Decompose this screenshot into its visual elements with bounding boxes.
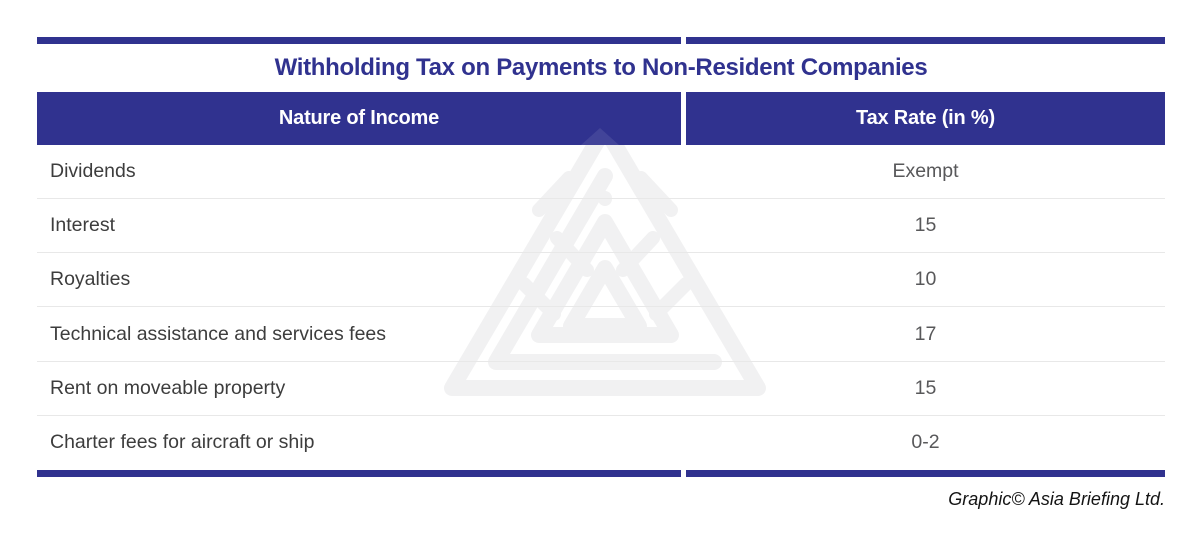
- asia-briefing-watermark-logo: [420, 114, 790, 414]
- income-cell: Technical assistance and services fees: [50, 322, 387, 345]
- table-row: Technical assistance and services fees 1…: [37, 307, 1165, 362]
- rate-cell: 10: [914, 268, 937, 291]
- rate-cell: Exempt: [892, 160, 959, 183]
- tax-table-card: Withholding Tax on Payments to Non-Resid…: [37, 37, 1165, 477]
- pyramid-logo-icon: [444, 120, 766, 396]
- column-header-label: Tax Rate (in %): [856, 107, 995, 129]
- rate-cell: 0-2: [911, 431, 940, 454]
- table-row: Charter fees for aircraft or ship 0-2: [37, 416, 1165, 470]
- rate-cell: 15: [914, 214, 937, 237]
- column-header-nature-of-income: Nature of Income: [37, 92, 681, 145]
- table-row: Interest 15: [37, 199, 1165, 254]
- bottom-rule-right-segment: [686, 469, 1165, 477]
- top-rule-right-segment: [686, 37, 1165, 44]
- top-rule: [37, 37, 1165, 44]
- page-title: Withholding Tax on Payments to Non-Resid…: [274, 54, 928, 81]
- table-row: Royalties 10: [37, 253, 1165, 308]
- income-cell: Dividends: [50, 160, 136, 183]
- table-header-row: Nature of Income Tax Rate (in %): [37, 92, 1165, 145]
- rate-cell: 15: [914, 376, 937, 399]
- bottom-rule: [37, 469, 1165, 477]
- income-cell: Royalties: [50, 268, 131, 291]
- graphic-credit: Graphic© Asia Briefing Ltd.: [948, 489, 1165, 509]
- income-cell: Interest: [50, 214, 116, 237]
- income-cell: Charter fees for aircraft or ship: [50, 431, 315, 454]
- table-row: Rent on moveable property 15: [37, 362, 1165, 416]
- title-band: Withholding Tax on Payments to Non-Resid…: [37, 44, 1165, 92]
- column-header-tax-rate: Tax Rate (in %): [686, 92, 1165, 145]
- table-body: Dividends Exempt Interest 15 Royalties 1…: [37, 145, 1165, 470]
- column-header-label: Nature of Income: [278, 107, 440, 129]
- rate-cell: 17: [914, 322, 937, 345]
- bottom-rule-left-segment: [37, 469, 681, 477]
- watermark-tip-overlay: [581, 128, 619, 145]
- table-row: Dividends Exempt: [37, 145, 1165, 200]
- income-cell: Rent on moveable property: [50, 376, 286, 399]
- top-rule-left-segment: [37, 37, 681, 44]
